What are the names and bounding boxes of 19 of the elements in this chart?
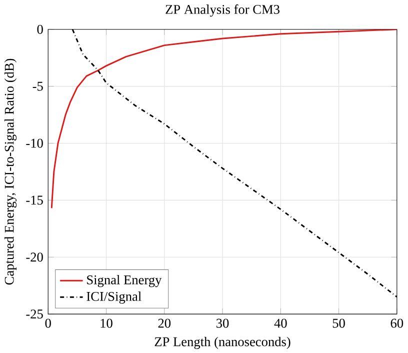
x-tick-label: 50 bbox=[332, 318, 345, 328]
legend-label: ICI/Signal bbox=[86, 291, 142, 304]
y-tick-label: -5 bbox=[32, 82, 43, 91]
chart-title: ZP Analysis for CM3 bbox=[166, 4, 280, 16]
x-axis-title: ZP Length (nanoseconds) bbox=[154, 336, 290, 349]
y-axis-title: Captured Energy, ICI-to-Signal Ratio (dB) bbox=[4, 58, 17, 284]
y-tick-label: 0 bbox=[37, 24, 43, 34]
x-tick-label: 60 bbox=[390, 318, 404, 328]
x-tick-label: 30 bbox=[216, 318, 229, 328]
x-tick-label: 10 bbox=[100, 318, 112, 328]
x-tick-label: 20 bbox=[158, 318, 171, 328]
legend-label: Signal Energy bbox=[87, 274, 162, 287]
y-tick-label: -15 bbox=[26, 196, 43, 204]
y-tick-label: -10 bbox=[26, 138, 43, 148]
x-tick-label: 0 bbox=[45, 318, 51, 328]
x-tick-label: 40 bbox=[274, 318, 287, 328]
y-tick-label: -20 bbox=[26, 252, 43, 262]
y-tick-label: -25 bbox=[26, 309, 43, 318]
line-series bbox=[50, 29, 397, 209]
